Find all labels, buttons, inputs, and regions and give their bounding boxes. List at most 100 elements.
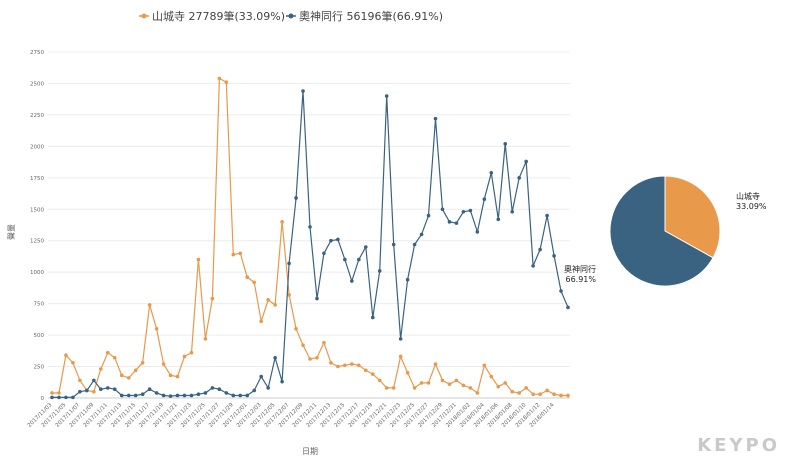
series-2-point[interactable] (531, 264, 535, 268)
series-2-point[interactable] (391, 242, 396, 247)
series-2-point[interactable] (363, 245, 368, 249)
series-1-point[interactable] (524, 386, 528, 390)
series-1-point[interactable] (217, 76, 222, 81)
legend-item-series-1[interactable]: 山城寺 27789筆(33.09%) (139, 9, 285, 23)
series-1-point[interactable] (203, 337, 208, 341)
series-2-point[interactable] (196, 392, 201, 397)
series-2-point[interactable] (322, 251, 326, 256)
series-1-point[interactable] (433, 362, 438, 366)
series-1-point[interactable] (154, 327, 159, 331)
series-1-point[interactable] (350, 362, 354, 366)
series-1-point[interactable] (133, 368, 138, 373)
series-2-point[interactable] (266, 386, 270, 390)
series-1-point[interactable] (112, 355, 117, 360)
series-2-point[interactable] (217, 387, 222, 391)
series-1-point[interactable] (336, 364, 340, 369)
series-2-point[interactable] (154, 391, 159, 395)
series-2-point[interactable] (301, 89, 305, 93)
series-2-point[interactable] (545, 213, 549, 218)
series-2-point[interactable] (210, 386, 215, 390)
series-1-point[interactable] (50, 391, 54, 395)
series-1-point[interactable] (370, 372, 375, 376)
series-2-point[interactable] (238, 393, 243, 398)
series-2-point[interactable] (447, 220, 452, 224)
series-1-point[interactable] (294, 327, 298, 331)
series-1-point[interactable] (147, 303, 152, 307)
series-2-point[interactable] (377, 269, 382, 273)
series-2-point[interactable] (126, 393, 131, 398)
series-1-point[interactable] (308, 357, 312, 361)
series-1-point[interactable] (224, 80, 229, 84)
series-2-point[interactable] (524, 159, 528, 164)
series-1-point[interactable] (503, 381, 508, 385)
series-1-point[interactable] (231, 252, 236, 257)
series-2-point[interactable] (566, 305, 570, 310)
series-1-point[interactable] (461, 383, 466, 388)
series-1-point[interactable] (140, 360, 145, 365)
series-1-point[interactable] (78, 378, 82, 383)
series-2-point[interactable] (475, 230, 480, 234)
series-2-point[interactable] (357, 257, 361, 262)
series-1-point[interactable] (329, 360, 333, 365)
series-2-point[interactable] (287, 261, 291, 266)
series-1-point[interactable] (119, 373, 124, 378)
series-2-point[interactable] (168, 394, 173, 398)
series-2-point[interactable] (398, 337, 403, 341)
series-2-point[interactable] (71, 395, 75, 400)
series-1-point[interactable] (384, 386, 389, 390)
series-2-point[interactable] (482, 197, 487, 202)
series-1-point[interactable] (538, 392, 542, 397)
series-1-point[interactable] (482, 363, 487, 368)
series-1-point[interactable] (168, 373, 173, 378)
series-2-point[interactable] (273, 355, 277, 360)
series-1-point[interactable] (343, 363, 347, 368)
series-2-point[interactable] (119, 393, 124, 398)
series-1-point[interactable] (266, 298, 270, 302)
series-2-point[interactable] (552, 254, 556, 258)
series-1-point[interactable] (189, 350, 194, 355)
series-1-point[interactable] (105, 350, 110, 355)
series-2-point[interactable] (161, 393, 166, 398)
series-2-point[interactable] (350, 279, 354, 283)
series-1-point[interactable] (57, 391, 61, 395)
series-1-point[interactable] (559, 393, 563, 398)
series-2-point[interactable] (252, 388, 257, 393)
series-2-point[interactable] (461, 209, 466, 214)
series-2-point[interactable] (517, 176, 521, 180)
series-2-point[interactable] (370, 315, 375, 320)
series-2-point[interactable] (280, 379, 284, 384)
legend[interactable]: 山城寺 27789筆(33.09%) 奧神同行 56196筆(66.91%) (139, 9, 443, 23)
series-1-point[interactable] (426, 381, 431, 385)
series-1-point[interactable] (99, 367, 103, 371)
series-2-point[interactable] (182, 393, 187, 398)
legend-item-series-2[interactable]: 奧神同行 56196筆(66.91%) (286, 9, 443, 23)
series-1-point[interactable] (398, 354, 403, 359)
series-1-point[interactable] (175, 374, 180, 379)
series-2-point[interactable] (50, 395, 54, 400)
series-2-point[interactable] (294, 196, 298, 200)
series-1-point[interactable] (245, 275, 250, 280)
series-1-point[interactable] (238, 251, 243, 256)
series-1-point[interactable] (531, 392, 535, 397)
series-1-point[interactable] (357, 363, 361, 368)
series-1-point[interactable] (405, 371, 410, 375)
series-2-point[interactable] (538, 247, 542, 252)
series-1-point[interactable] (510, 389, 515, 394)
series-2-point[interactable] (231, 393, 236, 398)
series-1-point[interactable] (210, 296, 215, 301)
series-2-point[interactable] (64, 395, 68, 400)
series-2-point[interactable] (92, 378, 96, 383)
series-2-point[interactable] (440, 207, 445, 212)
series-1-point[interactable] (489, 374, 494, 379)
series-2-point[interactable] (189, 393, 194, 398)
series-2-point[interactable] (224, 391, 229, 395)
series-2-point[interactable] (454, 221, 459, 225)
series-1-point[interactable] (496, 384, 501, 389)
series-2-point[interactable] (503, 142, 508, 146)
series-1-point[interactable] (545, 388, 549, 393)
series-2-point[interactable] (203, 391, 208, 395)
series-2-point[interactable] (57, 395, 61, 400)
series-1-point[interactable] (182, 354, 187, 359)
series-1-point[interactable] (161, 362, 166, 366)
series-2-point[interactable] (99, 387, 103, 391)
